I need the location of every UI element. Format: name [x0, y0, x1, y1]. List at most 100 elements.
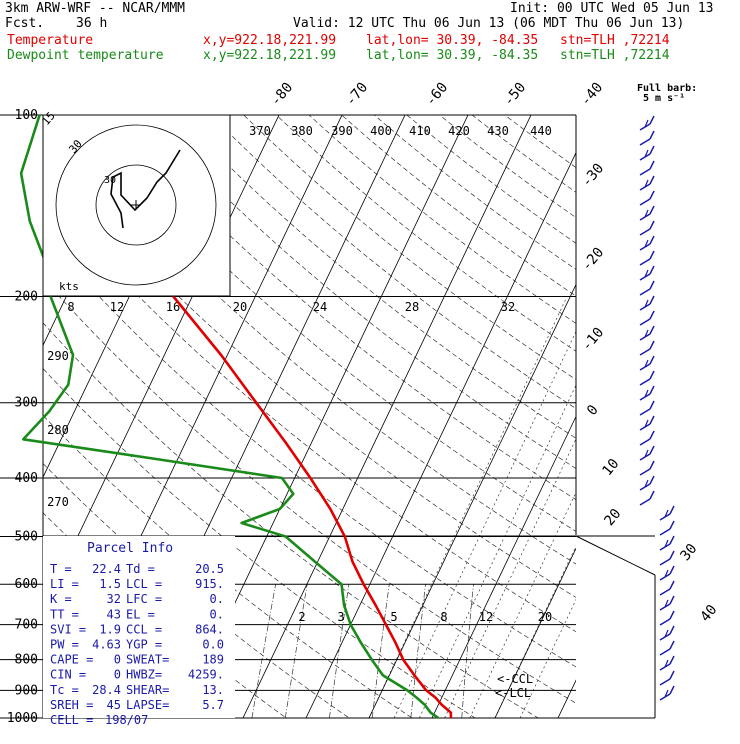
wind-barb-staff	[660, 619, 670, 625]
lcl-marker-label: <-LCL	[495, 686, 531, 700]
theta-label: 400	[370, 124, 392, 138]
mixing-ratio-label: 28	[405, 300, 419, 314]
wind-barb-staff	[640, 499, 650, 505]
wind-barb	[640, 116, 654, 130]
theta-label: 440	[530, 124, 552, 138]
parcel-key: Td =	[126, 562, 155, 576]
parcel-value: 4.63	[92, 638, 121, 652]
mixing-ratio-label: 20	[233, 300, 247, 314]
wind-barb-flag	[650, 296, 654, 304]
isotherm	[0, 102, 33, 731]
isotherm-label: 40	[697, 602, 720, 625]
wind-barb-flag	[650, 266, 654, 274]
wind-barb	[660, 566, 674, 580]
parcel-value: 1.5	[99, 577, 121, 591]
wind-barb	[640, 386, 654, 400]
parcel-key: HWBZ=	[126, 668, 162, 682]
wind-barb	[640, 416, 654, 430]
temperature-station: stn=TLH ,72214	[560, 34, 670, 48]
theta-label: 410	[409, 124, 431, 138]
isotherm-label: 30	[677, 541, 700, 564]
dewpoint-station: stn=TLH ,72214	[560, 49, 670, 63]
mixing-ratio-label: 3	[337, 610, 344, 624]
isotherm	[300, 102, 601, 731]
moist-adiabat	[520, 297, 719, 719]
wind-barb	[660, 596, 674, 610]
wind-barb-flag	[670, 671, 674, 679]
parcel-key: EL =	[126, 607, 155, 621]
parcel-key: T =	[50, 562, 72, 576]
wind-barb	[640, 371, 654, 385]
wind-barb-flag	[650, 161, 654, 169]
parcel-key: SREH =	[50, 698, 93, 712]
wind-barb	[640, 176, 654, 190]
parcel-value: 28.4	[92, 683, 121, 697]
pressure-label: 300	[15, 396, 38, 411]
wind-barb	[640, 431, 654, 445]
wind-barb	[640, 296, 654, 310]
wind-barb	[640, 191, 654, 205]
dry-adiabat	[244, 115, 740, 731]
dry-adiabat	[342, 115, 740, 731]
wind-barb	[640, 446, 654, 460]
wind-barb	[660, 551, 674, 565]
dry-adiabat	[472, 115, 740, 731]
parcel-value: 32	[107, 592, 121, 606]
dry-adiabat	[407, 115, 740, 731]
frame-lower-right-slant	[576, 536, 655, 575]
wind-barb-staff	[640, 319, 650, 325]
pressure-label: 700	[15, 618, 38, 633]
mixing-ratio-label: 20	[538, 610, 552, 624]
wind-barb-flag	[650, 491, 654, 499]
isotherm-label: -30	[579, 161, 608, 191]
parcel-key: Tc =	[50, 683, 79, 697]
theta-label: 390	[331, 124, 353, 138]
parcel-value: 4259.	[188, 668, 224, 682]
parcel-key: CAPE =	[50, 653, 93, 667]
init-time: Init: 00 UTC Wed 05 Jun 13	[510, 2, 714, 16]
dewpoint-legend-label: Dewpoint temperature	[7, 49, 164, 63]
parcel-key: PW =	[50, 638, 79, 652]
parcel-value: 45	[107, 698, 121, 712]
wind-barb-flag	[650, 116, 654, 124]
wind-barb-staff	[660, 649, 670, 655]
ccl-marker-label: <-CCL	[497, 672, 533, 686]
wind-barb-flag	[670, 581, 674, 589]
parcel-value: 0	[114, 668, 121, 682]
wind-barb-flag	[670, 626, 674, 634]
wind-barb	[640, 131, 654, 145]
hodograph-ring-label: 30	[104, 175, 116, 186]
mixing-ratio-label: 32	[501, 300, 515, 314]
wind-barb-flag	[650, 476, 654, 484]
wind-barb	[660, 671, 674, 685]
parcel-key: K =	[50, 592, 72, 606]
isotherm	[615, 102, 740, 731]
parcel-key: LCL =	[126, 577, 162, 591]
parcel-value: 0.0	[202, 638, 224, 652]
mixing-ratio-line	[285, 584, 307, 718]
isotherm-label: 10	[599, 456, 622, 479]
mixing-ratio-label: 8	[440, 610, 447, 624]
wind-barb-staff	[640, 259, 650, 265]
wind-barb-flag	[650, 131, 654, 139]
wind-barb-staff	[640, 229, 650, 235]
parcel-value: 22.4	[92, 562, 121, 576]
wind-barb-flag	[670, 521, 674, 529]
parcel-value: 5.7	[202, 698, 224, 712]
mixing-ratio-label: 12	[479, 610, 493, 624]
isotherm	[678, 102, 740, 731]
isotherm-label: -40	[578, 80, 607, 110]
parcel-key: CCL =	[126, 622, 162, 636]
dry-adiabat	[309, 115, 740, 731]
wind-barb-flag	[670, 551, 674, 559]
wind-barb	[660, 521, 674, 535]
theta-label: 380	[291, 124, 313, 138]
moist-adiabat	[394, 297, 592, 719]
wind-barb-staff	[640, 439, 650, 445]
forecast-hours: 36 h	[76, 17, 107, 31]
wind-barb	[660, 626, 674, 640]
